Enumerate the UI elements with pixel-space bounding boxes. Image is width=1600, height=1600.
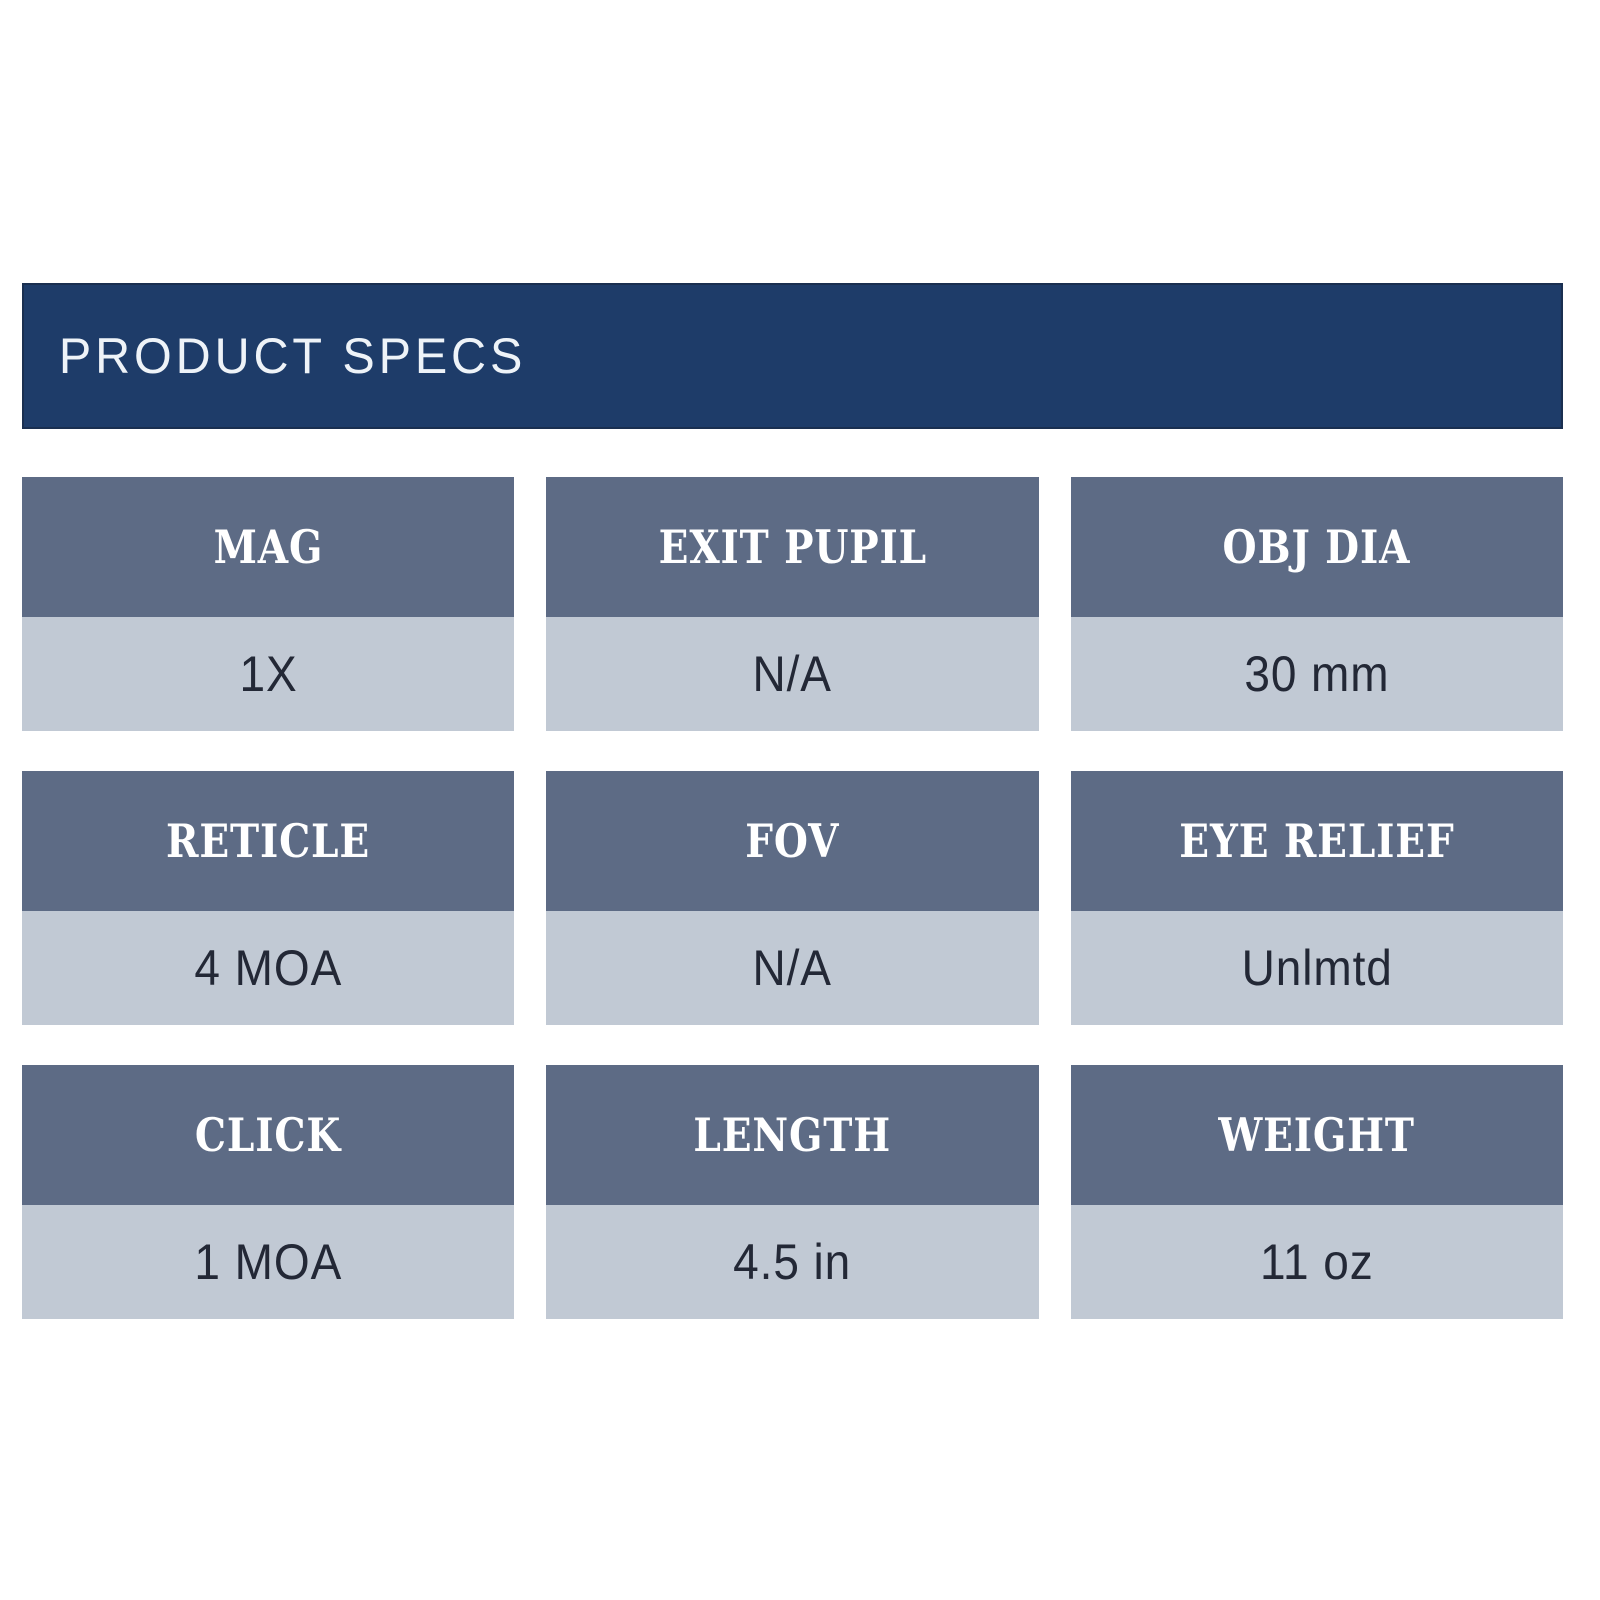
spec-card-weight: WEIGHT 11 oz [1070, 1065, 1563, 1319]
spec-label: FOV [745, 814, 840, 868]
spec-card-header: MAG [22, 477, 515, 617]
spec-label: MAG [213, 520, 323, 574]
spec-card-header: RETICLE [22, 771, 515, 911]
spec-card-mag: MAG 1X [22, 477, 515, 731]
spec-value: 1X [239, 646, 298, 702]
spec-card-header: EYE RELIEF [1070, 771, 1563, 911]
spec-card-length: LENGTH 4.5 in [546, 1065, 1039, 1319]
spec-card-exit-pupil: EXIT PUPIL N/A [546, 477, 1039, 731]
spec-label: CLICK [195, 1108, 342, 1162]
spec-value: 4.5 in [733, 1234, 852, 1290]
spec-label: EYE RELIEF [1179, 814, 1455, 868]
spec-card-body: 1 MOA [22, 1205, 515, 1319]
spec-label: OBJ DIA [1222, 520, 1411, 574]
spec-card-body: 4.5 in [546, 1205, 1039, 1319]
section-title: PRODUCT SPECS [58, 328, 527, 384]
spec-card-eye-relief: EYE RELIEF Unlmtd [1070, 771, 1563, 1025]
spec-label: WEIGHT [1218, 1108, 1416, 1162]
spec-card-header: EXIT PUPIL [546, 477, 1039, 617]
spec-card-header: WEIGHT [1070, 1065, 1563, 1205]
spec-value: N/A [752, 940, 833, 996]
spec-card-body: 11 oz [1070, 1205, 1563, 1319]
spec-card-click: CLICK 1 MOA [22, 1065, 515, 1319]
spec-card-body: N/A [546, 911, 1039, 1025]
spec-card-header: CLICK [22, 1065, 515, 1205]
spec-label: RETICLE [166, 814, 371, 868]
spec-card-header: FOV [546, 771, 1039, 911]
spec-card-reticle: RETICLE 4 MOA [22, 771, 515, 1025]
spec-value: N/A [752, 646, 833, 702]
product-specs-title-bar: PRODUCT SPECS [22, 283, 1563, 429]
specs-grid: MAG 1X EXIT PUPIL N/A OBJ DIA 30 mm [22, 477, 1563, 1319]
spec-card-fov: FOV N/A [546, 771, 1039, 1025]
spec-card-obj-dia: OBJ DIA 30 mm [1070, 477, 1563, 731]
spec-label: LENGTH [693, 1108, 892, 1162]
spec-card-header: OBJ DIA [1070, 477, 1563, 617]
spec-card-header: LENGTH [546, 1065, 1039, 1205]
spec-label: EXIT PUPIL [658, 520, 927, 574]
spec-card-body: 4 MOA [22, 911, 515, 1025]
spec-value: 1 MOA [194, 1234, 343, 1290]
spec-card-body: N/A [546, 617, 1039, 731]
spec-value: 30 mm [1244, 646, 1390, 702]
spec-card-body: Unlmtd [1070, 911, 1563, 1025]
spec-value: 4 MOA [194, 940, 343, 996]
spec-value: Unlmtd [1241, 940, 1393, 996]
spec-card-body: 1X [22, 617, 515, 731]
spec-card-body: 30 mm [1070, 617, 1563, 731]
spec-value: 11 oz [1259, 1234, 1374, 1290]
